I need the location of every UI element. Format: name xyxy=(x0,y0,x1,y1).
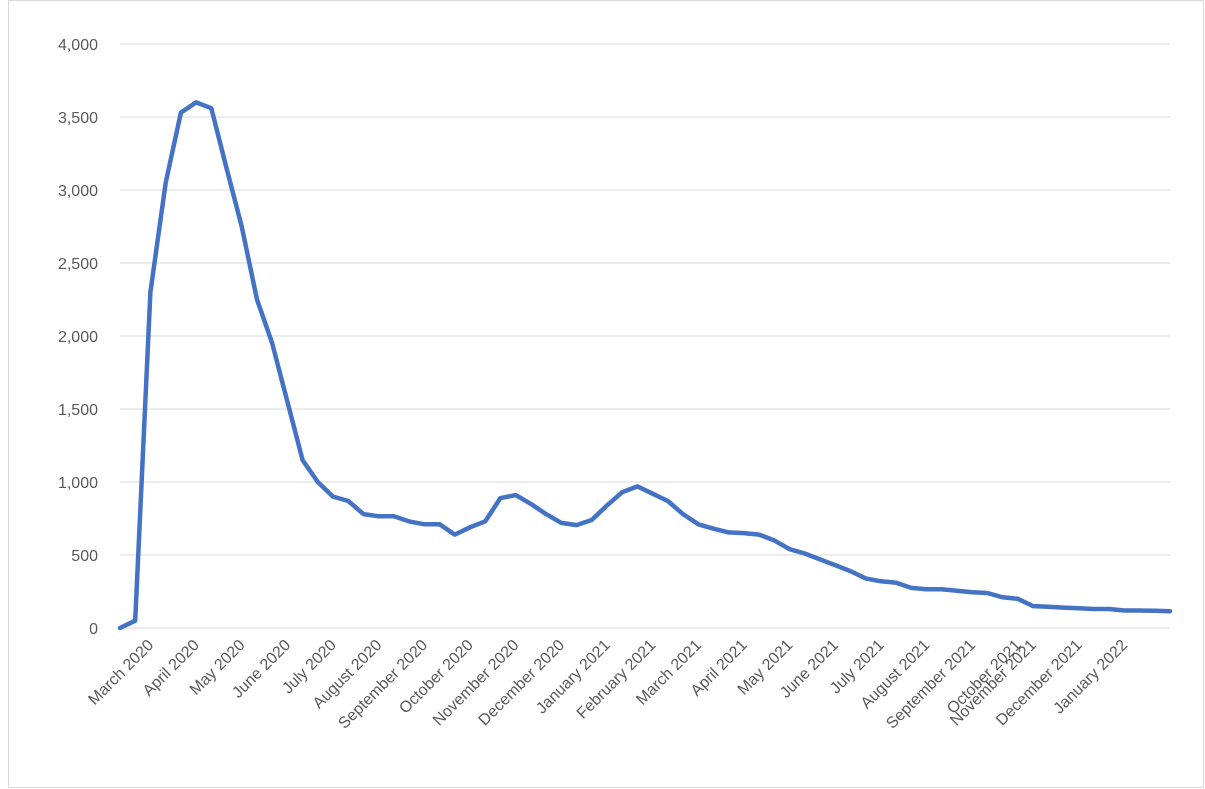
chart-frame xyxy=(8,0,1204,788)
y-tick-label: 2,500 xyxy=(58,256,98,273)
y-tick-label: 2,000 xyxy=(58,329,98,346)
y-tick-label: 500 xyxy=(71,548,98,565)
y-tick-label: 0 xyxy=(89,621,98,638)
y-tick-label: 4,000 xyxy=(58,37,98,54)
y-tick-label: 3,000 xyxy=(58,183,98,200)
y-tick-label: 1,500 xyxy=(58,402,98,419)
data-line xyxy=(117,100,1173,631)
y-tick-label: 1,000 xyxy=(58,475,98,492)
y-tick-label: 3,500 xyxy=(58,110,98,127)
